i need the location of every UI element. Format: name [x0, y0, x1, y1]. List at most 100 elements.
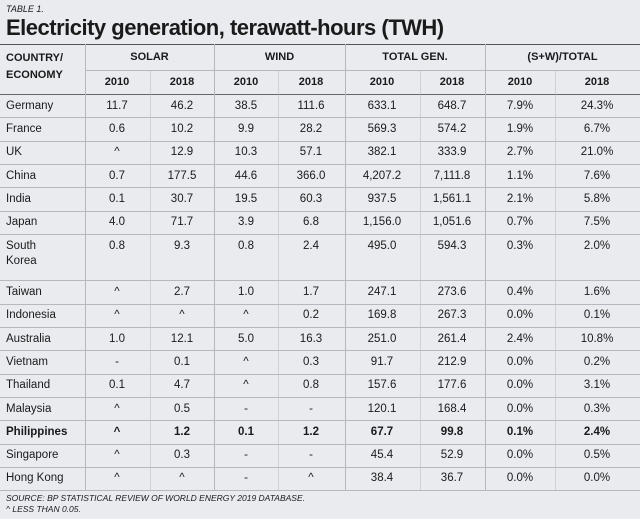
cell: 382.1 [367, 146, 397, 159]
row-header: South [6, 239, 37, 252]
cell: 157.6 [367, 379, 397, 392]
row-header: China [6, 169, 37, 182]
row-rule [0, 163, 640, 165]
cell: 0.3% [506, 239, 534, 252]
row-rule [0, 233, 640, 235]
cell: 12.1 [170, 332, 194, 345]
cell: 633.1 [367, 99, 397, 112]
cell: 0.3 [174, 449, 190, 462]
cell: 12.9 [170, 146, 194, 159]
cell: 495.0 [367, 239, 397, 252]
cell: 1.0 [109, 332, 125, 345]
column-rule [555, 70, 556, 491]
cell: 1.9% [506, 122, 534, 135]
column-rule [485, 44, 486, 491]
row-rule [0, 210, 640, 212]
row-header: Hong Kong [6, 472, 64, 485]
cell: ^ [308, 472, 314, 485]
cell: ^ [114, 449, 120, 462]
group-header: SOLAR [130, 51, 169, 63]
cell: 1.1% [506, 169, 534, 182]
year-header: 2018 [169, 76, 195, 88]
rule [85, 70, 640, 71]
cell: 28.2 [299, 122, 323, 135]
cell: 111.6 [297, 99, 325, 112]
row-rule [0, 396, 640, 398]
cell: 168.4 [437, 402, 467, 415]
column-rule [278, 70, 279, 491]
cell: 3.1% [583, 379, 611, 392]
cell: 0.0% [506, 402, 534, 415]
year-header: 2018 [439, 76, 465, 88]
row-rule [0, 350, 640, 352]
cell: 1,051.6 [432, 216, 472, 229]
row-rule [0, 490, 640, 492]
cell: 0.0% [506, 379, 534, 392]
cell: 1.7 [303, 286, 319, 299]
footnote: ^ LESS THAN 0.05. [6, 504, 81, 515]
cell: 212.9 [437, 355, 467, 368]
column-rule [214, 44, 215, 491]
cell: 99.8 [440, 425, 464, 438]
cell: 7.5% [583, 216, 611, 229]
cell: 0.0% [506, 309, 534, 322]
row-header: Vietnam [6, 355, 48, 368]
cell: - [309, 402, 313, 415]
cell: ^ [243, 309, 249, 322]
cell: 0.0% [583, 472, 611, 485]
rule [0, 94, 640, 95]
table-title: Electricity generation, terawatt-hours (… [6, 15, 444, 40]
year-header: 2018 [298, 76, 324, 88]
cell: 0.6 [109, 122, 125, 135]
cell: 2.0% [583, 239, 611, 252]
row-header: Indonesia [6, 309, 56, 322]
table-label: TABLE 1. [6, 4, 44, 14]
cell: - [244, 472, 248, 485]
row-rule [0, 327, 640, 328]
cell: 0.0% [506, 472, 534, 485]
cell: 120.1 [367, 402, 397, 415]
cell: 36.7 [440, 472, 464, 485]
cell: - [244, 449, 248, 462]
cell: 247.1 [367, 286, 397, 299]
group-header: TOTAL GEN. [382, 51, 448, 63]
cell: 648.7 [437, 99, 467, 112]
row-rule [0, 466, 640, 468]
row-header: Korea [6, 254, 37, 267]
cell: 937.5 [367, 192, 397, 205]
column-rule [420, 70, 421, 491]
cell: 24.3% [580, 99, 614, 112]
cell: 45.4 [370, 449, 394, 462]
cell: 0.8 [303, 379, 319, 392]
row-rule [0, 420, 640, 422]
cell: 7,111.8 [433, 169, 471, 182]
cell: 177.6 [437, 379, 467, 392]
cell: 5.0 [238, 332, 254, 345]
year-header: 2018 [584, 76, 610, 88]
row-header: Taiwan [6, 286, 42, 299]
row-header: Australia [6, 332, 51, 345]
cell: 2.7% [506, 146, 534, 159]
cell: 594.3 [437, 239, 467, 252]
row-header: Germany [6, 99, 54, 112]
cell: 6.7% [583, 122, 611, 135]
cell: ^ [113, 425, 121, 438]
row-rule [0, 140, 640, 142]
cell: 10.8% [580, 332, 614, 345]
cell: 21.0% [580, 146, 614, 159]
cell: 5.8% [583, 192, 611, 205]
cell: 366.0 [296, 169, 326, 182]
cell: 0.4% [506, 286, 534, 299]
cell: - [115, 355, 119, 368]
cell: 19.5 [234, 192, 258, 205]
cell: 44.6 [234, 169, 258, 182]
cell: ^ [114, 286, 120, 299]
row-rule [0, 303, 640, 305]
cell: 569.3 [367, 122, 397, 135]
cell: 261.4 [437, 332, 467, 345]
cell: 1,561.1 [432, 192, 472, 205]
row-header: Philippines [6, 425, 68, 438]
cell: ^ [114, 472, 120, 485]
cell: 52.9 [440, 449, 464, 462]
cell: 177.5 [167, 169, 197, 182]
